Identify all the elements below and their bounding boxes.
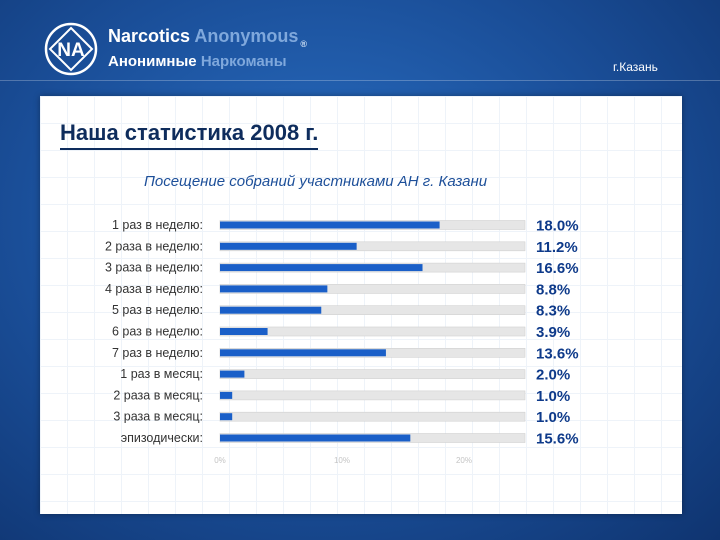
- bar: [220, 242, 357, 250]
- x-tick-label: 0%: [214, 456, 226, 465]
- brand-narcotics: Narcotics: [108, 26, 191, 46]
- city-label: г.Казань: [613, 60, 658, 74]
- slide-title: Наша статистика 2008 г.: [60, 120, 319, 150]
- category-label: 7 раз в неделю:: [112, 346, 203, 360]
- bar: [220, 391, 233, 399]
- value-label: 3.9%: [536, 324, 570, 341]
- bar: [220, 370, 245, 378]
- category-label: 3 раза в неделю:: [105, 261, 203, 275]
- value-label: 13.6%: [536, 345, 579, 362]
- brand-anonimnye: Анонимные: [108, 53, 197, 70]
- content-panel: Наша статистика 2008 г. Посещение собран…: [40, 96, 682, 514]
- bar: [220, 306, 322, 314]
- category-label: 1 раз в неделю:: [112, 218, 203, 232]
- value-label: 1.0%: [536, 388, 570, 405]
- bar: [220, 264, 423, 272]
- value-label: 18.0%: [536, 218, 579, 235]
- na-logo-icon: NA: [44, 22, 98, 76]
- category-label: 2 раза в месяц:: [113, 388, 203, 402]
- value-label: 2.0%: [536, 367, 570, 384]
- header: NA Narcotics Anonymous ® Анонимные Нарком…: [0, 0, 720, 90]
- registered-mark: ®: [300, 38, 308, 49]
- bar: [220, 434, 411, 442]
- bar: [220, 221, 440, 229]
- bar: [220, 285, 328, 293]
- category-label: эпизодически:: [121, 431, 203, 445]
- category-label: 4 раза в неделю:: [105, 282, 203, 296]
- category-label: 5 раз в неделю:: [112, 303, 203, 317]
- header-divider: [0, 80, 720, 81]
- value-label: 8.8%: [536, 281, 570, 298]
- brand-name-russian: Анонимные Наркоманы: [108, 53, 287, 70]
- x-tick-label: 10%: [334, 456, 350, 465]
- bar: [220, 328, 268, 335]
- value-label: 11.2%: [536, 239, 578, 256]
- bar-track: [219, 411, 526, 422]
- bar-track: [219, 390, 526, 401]
- category-label: 1 раз в месяц:: [120, 367, 203, 381]
- brand-narkomany: Наркоманы: [200, 53, 287, 70]
- category-label: 3 раза в месяц:: [113, 410, 203, 424]
- value-label: 8.3%: [536, 303, 570, 320]
- bar: [220, 413, 233, 421]
- value-label: 15.6%: [536, 431, 579, 448]
- logo-text: NA: [57, 40, 85, 61]
- category-label: 2 раза в неделю:: [105, 239, 203, 253]
- category-label: 6 раз в неделю:: [112, 325, 203, 339]
- bar-track: [219, 369, 526, 379]
- chart-title: Посещение собраний участниками АН г. Каз…: [144, 173, 488, 190]
- brand-anonymous: Anonymous: [194, 26, 299, 46]
- attendance-bar-chart: Посещение собраний участниками АН г. Каз…: [105, 173, 579, 465]
- brand-name-english: Narcotics Anonymous ®: [108, 26, 307, 49]
- value-label: 16.6%: [536, 260, 579, 277]
- bar: [220, 349, 386, 357]
- value-label: 1.0%: [536, 409, 570, 426]
- x-tick-label: 20%: [456, 456, 472, 465]
